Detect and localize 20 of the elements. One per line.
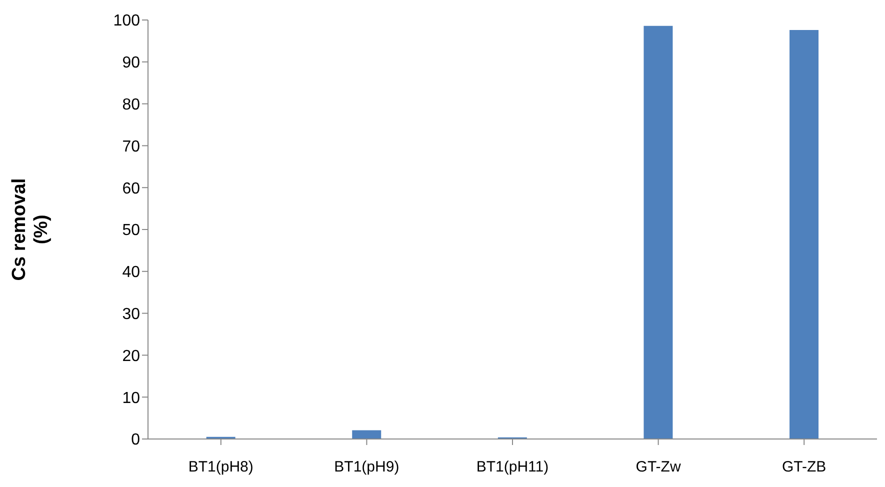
y-tick-label: 50	[122, 222, 140, 240]
y-tick-label: 80	[122, 96, 140, 114]
x-tick-label: GT-Zw	[636, 458, 681, 476]
y-tick-label: 40	[122, 264, 140, 282]
y-tick-label: 100	[113, 12, 140, 30]
x-tick-label: BT1(pH11)	[476, 458, 549, 476]
y-tick-label: 90	[122, 54, 140, 72]
y-tick-label: 30	[122, 306, 140, 323]
y-tick-label: 20	[122, 348, 140, 365]
y-tick-label: 10	[122, 390, 140, 407]
bar	[790, 30, 819, 439]
x-tick-label: BT1(pH9)	[334, 458, 400, 476]
bar	[644, 26, 673, 439]
x-tick-label: GT-ZB	[782, 458, 826, 476]
y-axis-title: Cs removal (%)	[9, 178, 52, 281]
bar	[352, 430, 382, 439]
y-tick-label: 0	[131, 432, 140, 449]
y-tick-label: 60	[122, 180, 140, 198]
y-tick-label: 70	[122, 138, 140, 156]
x-tick-label: BT1(pH8)	[188, 458, 254, 476]
